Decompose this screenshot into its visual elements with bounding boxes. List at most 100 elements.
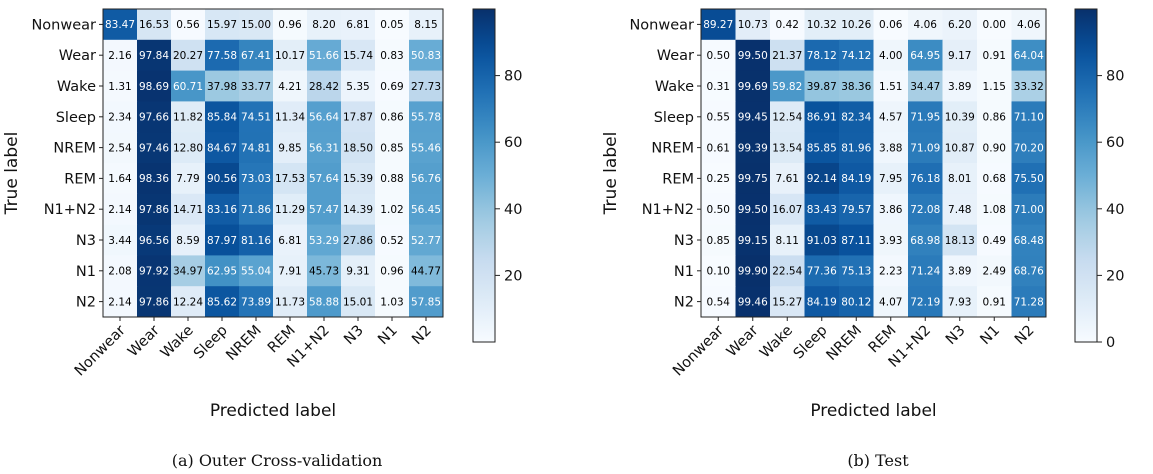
heatmap-cell (701, 286, 736, 318)
y-tick-label: Wake (655, 79, 694, 95)
cell-value-label: 12.80 (173, 142, 203, 154)
heatmap-cell (942, 255, 978, 287)
heatmap-cell (839, 286, 874, 318)
heatmap-cell (977, 224, 1012, 256)
cell-value-label: 15.97 (207, 19, 237, 31)
heatmap-cell (375, 193, 410, 225)
cell-value-label: 64.04 (1014, 50, 1044, 62)
cell-value-label: 4.06 (1017, 19, 1041, 31)
heatmap-cell (103, 224, 138, 256)
cell-value-label: 59.82 (772, 81, 802, 93)
cell-value-label: 87.97 (207, 235, 237, 247)
cell-value-label: 2.23 (879, 266, 902, 278)
heatmap-cell (341, 9, 376, 41)
heatmap-cell (137, 39, 172, 71)
x-tick-label: Sleep (191, 323, 231, 363)
cell-value-label: 15.39 (343, 173, 373, 185)
heatmap-cell (873, 132, 909, 164)
x-tick-label: Wake (158, 322, 197, 361)
heatmap-cell (239, 132, 274, 164)
cell-value-label: 3.88 (879, 142, 902, 154)
heatmap-cell (239, 286, 274, 318)
cell-value-label: 0.91 (983, 296, 1006, 308)
cell-value-label: 16.53 (139, 19, 169, 31)
cell-value-label: 73.03 (241, 173, 271, 185)
cell-value-label: 57.64 (309, 173, 339, 185)
cell-value-label: 34.97 (173, 266, 203, 278)
cell-value-label: 9.17 (948, 50, 971, 62)
heatmap-cell (137, 70, 172, 102)
cell-value-label: 0.86 (983, 112, 1007, 124)
colorbar-tick-label: 80 (1106, 69, 1124, 85)
x-tick-label: Sleep (791, 323, 831, 363)
heatmap-cell (908, 193, 943, 225)
heatmap-cell (273, 101, 308, 133)
heatmap-cell (171, 255, 206, 287)
cell-value-label: 86.91 (807, 112, 837, 124)
heatmap-cell (1011, 163, 1047, 195)
heatmap-cell (977, 9, 1012, 41)
heatmap-cell (307, 39, 342, 71)
cell-value-label: 28.42 (309, 81, 339, 93)
cell-value-label: 0.50 (707, 50, 730, 62)
cell-value-label: 1.31 (108, 81, 131, 93)
heatmap-cell (735, 193, 771, 225)
heatmap-cell (770, 70, 805, 102)
colorbar (1074, 8, 1098, 343)
cell-value-label: 75.50 (1014, 173, 1044, 185)
cell-value-label: 80.12 (841, 296, 871, 308)
heatmap-cell (307, 224, 342, 256)
heatmap-cell (873, 255, 909, 287)
x-tick-label: Wear (724, 322, 762, 360)
cell-value-label: 84.19 (841, 173, 871, 185)
heatmap-cell (307, 163, 342, 195)
heatmap-cell (103, 9, 138, 41)
heatmap-cell (103, 70, 138, 102)
heatmap-cell (977, 39, 1012, 71)
heatmap-cell (908, 9, 943, 41)
cell-value-label: 85.85 (807, 142, 837, 154)
heatmap-cell (341, 70, 376, 102)
heatmap-cell (770, 286, 805, 318)
cell-value-label: 71.09 (910, 142, 940, 154)
heatmap-cell (735, 101, 771, 133)
cell-value-label: 90.56 (207, 173, 237, 185)
x-tick-label: N1 (375, 323, 401, 349)
x-axis-label: Predicted label (210, 401, 336, 421)
cell-value-label: 56.45 (411, 204, 441, 216)
cell-value-label: 10.26 (841, 19, 871, 31)
cell-value-label: 10.39 (945, 112, 975, 124)
colorbar-tick-label: 40 (1106, 202, 1124, 218)
cell-value-label: 73.89 (241, 296, 271, 308)
heatmap-cell (103, 286, 138, 318)
subfigure-caption: (b) Test (847, 451, 909, 470)
cell-value-label: 0.50 (707, 204, 730, 216)
heatmap-cell (341, 163, 376, 195)
heatmap-cell (908, 163, 943, 195)
y-tick-label: Wake (57, 79, 96, 95)
heatmap-cell (735, 39, 771, 71)
heatmap-cell (735, 286, 771, 318)
heatmap-cell (273, 39, 308, 71)
heatmap-cell (239, 193, 274, 225)
heatmap-cell (701, 224, 736, 256)
cell-value-label: 92.14 (807, 173, 837, 185)
y-tick-label: Sleep (654, 110, 694, 126)
heatmap-cell (137, 163, 172, 195)
cell-value-label: 3.86 (879, 204, 903, 216)
cell-value-label: 55.78 (411, 112, 441, 124)
cell-value-label: 76.18 (910, 173, 940, 185)
heatmap-cell (1011, 132, 1047, 164)
cell-value-label: 0.96 (380, 266, 404, 278)
heatmap-cell (409, 132, 444, 164)
cell-value-label: 99.45 (738, 112, 768, 124)
cell-value-label: 10.87 (945, 142, 975, 154)
y-axis-label: True label (2, 132, 22, 216)
x-axis-label: Predicted label (810, 401, 936, 421)
cell-value-label: 18.50 (343, 142, 373, 154)
cell-value-label: 8.11 (776, 235, 799, 247)
y-tick-label: Sleep (56, 110, 96, 126)
cell-value-label: 6.20 (948, 19, 971, 31)
cell-value-label: 22.54 (772, 266, 802, 278)
